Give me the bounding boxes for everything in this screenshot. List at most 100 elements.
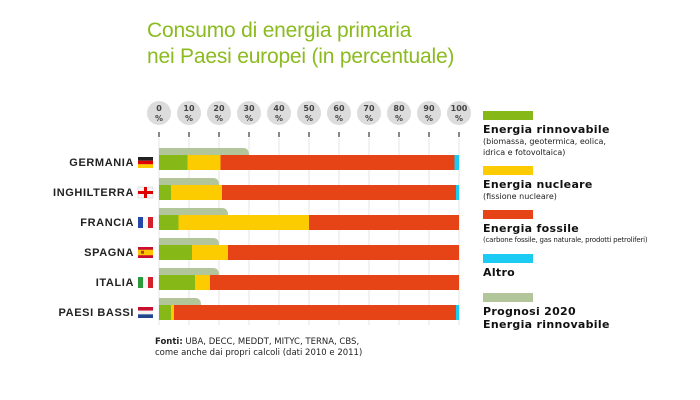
legend-title-other: Altro <box>483 266 516 279</box>
legend-swatch-fossil <box>483 210 533 219</box>
x-tick-badge <box>327 101 351 125</box>
x-tick-label-unit: % <box>305 114 313 123</box>
legend-desc-renewable-1: (biomassa, geotermica, eolica, <box>483 137 606 146</box>
flag-france-icon <box>138 217 153 228</box>
x-tick-label: 20 <box>213 104 225 113</box>
x-tick-label-unit: % <box>275 114 283 123</box>
row-label: SPAGNA <box>84 247 134 259</box>
x-tick-label-unit: % <box>155 114 163 123</box>
bar-segment <box>309 215 459 230</box>
x-tick-badge <box>387 101 411 125</box>
row-label: GERMANIA <box>69 157 134 169</box>
sources-label: Fonti: <box>155 337 183 347</box>
flag-italy-icon <box>138 277 153 288</box>
legend-item-fossil: Energia fossile (carbone fossile, gas na… <box>483 210 700 246</box>
flag-netherlands-icon <box>138 307 153 318</box>
bar-segment <box>159 155 188 170</box>
bar-segment <box>192 245 228 260</box>
x-tick-badge <box>447 101 471 125</box>
x-tick-badge <box>207 101 231 125</box>
bar-segment <box>220 155 455 170</box>
legend-swatch-nuclear <box>483 166 533 175</box>
bar-segment <box>210 275 459 290</box>
x-tick-label: 10 <box>183 104 195 113</box>
bar-segment <box>171 185 222 200</box>
x-tick-label-unit: % <box>245 114 253 123</box>
x-tick-badge <box>147 101 171 125</box>
bar-segment <box>171 305 174 320</box>
legend-swatch-renewable <box>483 111 533 120</box>
bar-segment <box>159 305 171 320</box>
legend-title-nuclear: Energia nucleare <box>483 178 593 191</box>
bar-segment <box>456 185 459 200</box>
x-tick-label: 30 <box>243 104 255 113</box>
legend-title-forecast-1: Prognosi 2020 <box>483 305 576 318</box>
stacked-bar-chart: 0%10%20%30%40%50%60%70%80%90%100%GERMANI… <box>53 101 471 325</box>
flag-germany-icon <box>138 157 153 168</box>
x-tick-label-unit: % <box>425 114 433 123</box>
bar-segment <box>454 155 459 170</box>
legend-swatch-forecast <box>483 293 533 302</box>
chart-title-line-2: nei Paesi europei (in percentuale) <box>147 45 455 68</box>
x-tick-label: 90 <box>423 104 435 113</box>
legend: Energia rinnovabile (biomassa, geotermic… <box>483 111 700 339</box>
legend-item-nuclear: Energia nucleare (fissione nucleare) <box>483 166 700 202</box>
chart-title: Consumo di energia primaria nei Paesi eu… <box>147 18 454 70</box>
chart-title-line-1: Consumo di energia primaria <box>147 19 412 42</box>
x-tick-badge <box>297 101 321 125</box>
legend-item-renewable: Energia rinnovabile (biomassa, geotermic… <box>483 111 700 158</box>
x-tick-label: 0 <box>156 104 162 113</box>
legend-title-fossil: Energia fossile <box>483 222 580 235</box>
legend-desc-fossil: (carbone fossile, gas naturale, prodotti… <box>483 236 648 244</box>
bar-segment <box>228 245 459 260</box>
legend-item-forecast: Prognosi 2020 Energia rinnovabile <box>483 293 700 331</box>
legend-desc-nuclear: (fissione nucleare) <box>483 192 557 201</box>
forecast-bar <box>159 148 249 155</box>
legend-title-forecast-2: Energia rinnovabile <box>483 318 610 331</box>
x-tick-label: 60 <box>333 104 345 113</box>
legend-item-other: Altro <box>483 254 700 279</box>
flag-spain-icon <box>138 247 153 258</box>
x-tick-label: 80 <box>393 104 405 113</box>
sources-note: Fonti: UBA, DECC, MEDDT, MITYC, TERNA, C… <box>155 337 362 359</box>
sources-line-2: come anche dai propri calcoli (dati 2010… <box>155 348 363 358</box>
row-label: INGHILTERRA <box>53 187 134 199</box>
legend-desc-renewable-2: idrica e fotovoltaica) <box>483 148 566 157</box>
legend-swatch-other <box>483 254 533 263</box>
x-tick-label-unit: % <box>215 114 223 123</box>
bar-segment <box>456 305 459 320</box>
row-label: ITALIA <box>96 277 134 289</box>
x-tick-label-unit: % <box>185 114 193 123</box>
x-tick-label-unit: % <box>335 114 343 123</box>
legend-title-renewable: Energia rinnovabile <box>483 123 610 136</box>
forecast-bar <box>159 178 219 185</box>
x-tick-badge <box>417 101 441 125</box>
x-tick-label-unit: % <box>455 114 463 123</box>
bar-segment <box>222 185 456 200</box>
x-tick-badge <box>357 101 381 125</box>
bar-segment <box>187 155 221 170</box>
x-tick-label-unit: % <box>365 114 373 123</box>
forecast-bar <box>159 298 201 305</box>
sources-line-1: UBA, DECC, MEDDT, MITYC, TERNA, CBS, <box>182 337 360 347</box>
row-label: FRANCIA <box>80 217 134 229</box>
bar-segment <box>195 275 210 290</box>
x-tick-badge <box>267 101 291 125</box>
x-tick-label: 50 <box>303 104 315 113</box>
bar-segment <box>159 245 192 260</box>
x-tick-label: 40 <box>273 104 285 113</box>
row-label: PAESI BASSI <box>59 307 134 319</box>
x-tick-badge <box>177 101 201 125</box>
x-tick-label: 100 <box>451 104 468 113</box>
bar-segment <box>159 275 195 290</box>
bar-segment <box>159 215 179 230</box>
forecast-bar <box>159 268 219 275</box>
bar-segment <box>159 185 171 200</box>
x-tick-label: 70 <box>363 104 375 113</box>
x-tick-label-unit: % <box>395 114 403 123</box>
bar-segment <box>174 305 456 320</box>
forecast-bar <box>159 208 228 215</box>
flag-england-icon <box>137 186 154 199</box>
forecast-bar <box>159 238 219 245</box>
x-tick-badge <box>237 101 261 125</box>
